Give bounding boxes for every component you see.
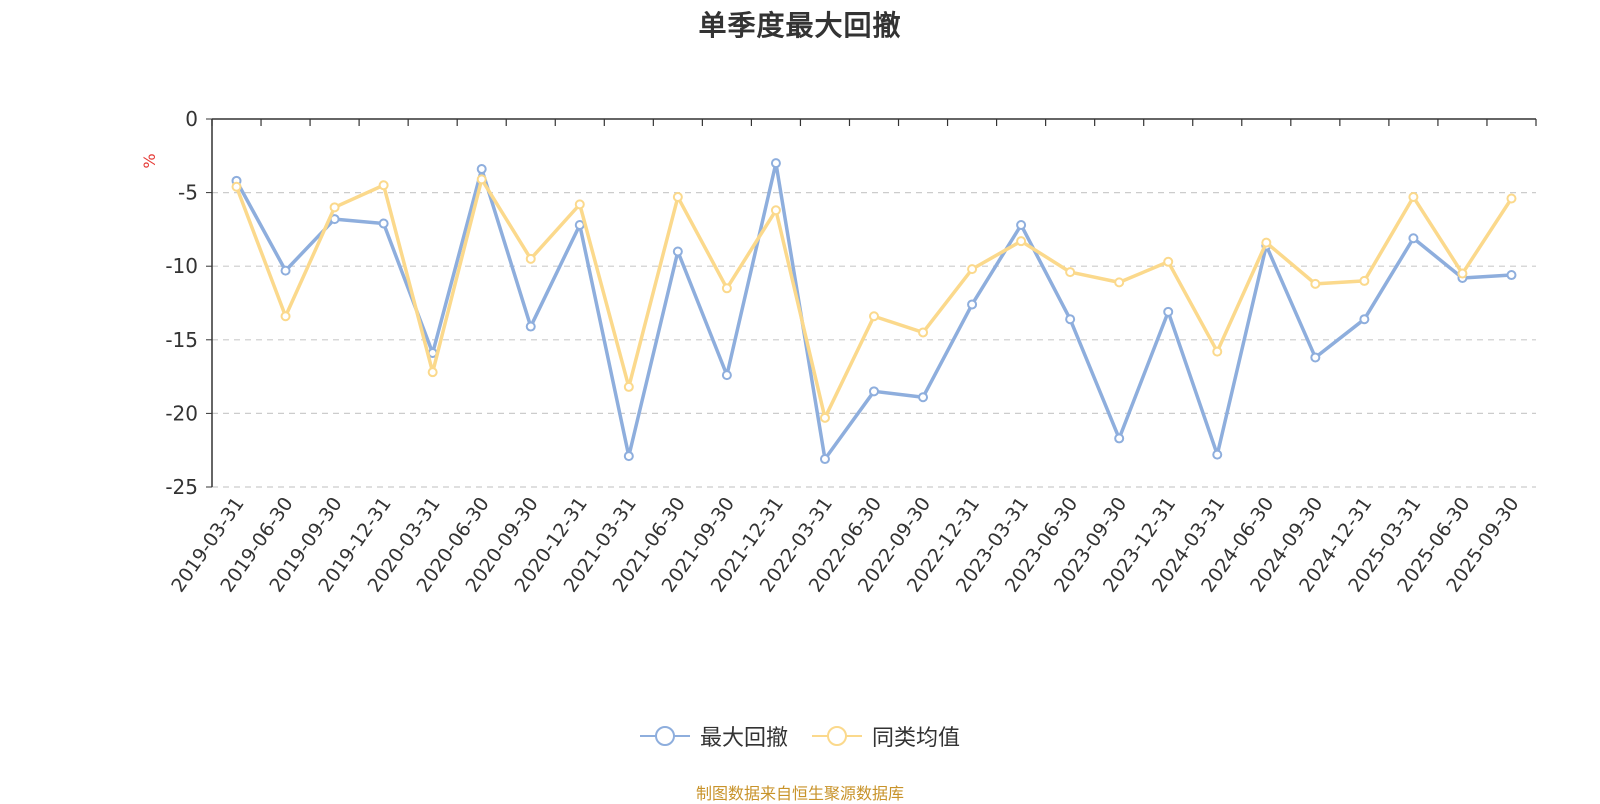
data-point[interactable] xyxy=(770,158,781,169)
series-line-1 xyxy=(234,177,1513,420)
y-tick-label: -10 xyxy=(165,254,198,278)
y-tick-labels: 0 -5 -10 -15 -20 -25% xyxy=(140,107,198,499)
data-point[interactable] xyxy=(574,219,585,230)
series-line-0 xyxy=(234,161,1512,461)
data-point[interactable] xyxy=(280,265,291,276)
data-point[interactable] xyxy=(525,253,536,264)
data-point[interactable] xyxy=(869,311,879,322)
legend-marker-icon xyxy=(639,726,690,746)
data-point[interactable] xyxy=(378,218,389,229)
data-point[interactable] xyxy=(918,327,929,338)
data-point[interactable] xyxy=(869,386,879,397)
data-point[interactable] xyxy=(1310,352,1321,363)
y-tick-label: -15 xyxy=(165,328,198,352)
data-point[interactable] xyxy=(476,174,487,185)
data-point[interactable] xyxy=(1163,256,1174,267)
legend-label: 同类均值 xyxy=(872,726,961,751)
chart-title: 单季度最大回撤 xyxy=(698,9,902,42)
data-point[interactable] xyxy=(1114,277,1125,288)
data-point[interactable] xyxy=(1016,236,1027,247)
data-point[interactable] xyxy=(819,454,830,465)
legend: 最大回撤 同类均值 xyxy=(0,720,1600,752)
data-point[interactable] xyxy=(1212,449,1223,460)
x-tick-labels: 2019-03-312019-06-302019-09-302019-12-31… xyxy=(167,493,1523,596)
grid-lines xyxy=(212,192,1536,488)
data-point[interactable] xyxy=(918,392,929,403)
source-note: 制图数据来自恒生聚源数据库 xyxy=(695,784,904,803)
data-point[interactable] xyxy=(967,299,978,310)
y-tick-label: -20 xyxy=(165,401,198,425)
data-point[interactable] xyxy=(231,181,242,192)
data-point[interactable] xyxy=(672,246,683,257)
data-point[interactable] xyxy=(1310,278,1321,289)
data-point[interactable] xyxy=(1457,268,1468,279)
data-point[interactable] xyxy=(329,202,340,213)
legend-item-series-1[interactable]: 同类均值 xyxy=(812,720,960,752)
data-point[interactable] xyxy=(476,164,487,175)
data-point[interactable] xyxy=(280,311,291,322)
data-point[interactable] xyxy=(721,283,732,294)
data-point[interactable] xyxy=(1506,193,1517,204)
data-point[interactable] xyxy=(1114,433,1125,444)
y-tick-label: -25 xyxy=(165,475,198,499)
data-point[interactable] xyxy=(1506,270,1517,281)
data-point[interactable] xyxy=(770,205,781,216)
y-tick-label: -5 xyxy=(178,181,198,205)
data-point[interactable] xyxy=(1016,219,1027,230)
legend-marker-icon xyxy=(812,726,862,746)
data-point[interactable] xyxy=(1359,275,1370,286)
data-point[interactable] xyxy=(721,370,732,381)
data-point[interactable] xyxy=(1065,267,1076,278)
data-point[interactable] xyxy=(525,321,536,332)
data-point[interactable] xyxy=(819,412,830,423)
data-point[interactable] xyxy=(378,180,389,191)
data-point[interactable] xyxy=(623,381,634,392)
data-point[interactable] xyxy=(1261,237,1272,248)
data-point[interactable] xyxy=(574,199,585,210)
legend-item-series-0[interactable]: 最大回撤 xyxy=(639,720,788,752)
y-tick-label: 0 xyxy=(185,107,198,131)
data-point[interactable] xyxy=(967,264,978,275)
axes xyxy=(206,118,1537,488)
data-point[interactable] xyxy=(1408,192,1419,203)
data-point[interactable] xyxy=(1163,306,1174,317)
series-lines xyxy=(231,158,1517,465)
y-axis-label: % xyxy=(140,153,159,168)
data-point[interactable] xyxy=(1065,314,1076,325)
legend-label: 最大回撤 xyxy=(699,726,788,751)
data-point[interactable] xyxy=(672,192,683,203)
data-point[interactable] xyxy=(623,451,634,462)
data-point[interactable] xyxy=(1359,314,1370,325)
data-point[interactable] xyxy=(427,367,438,378)
data-point[interactable] xyxy=(1212,346,1223,357)
data-point[interactable] xyxy=(1408,233,1419,244)
